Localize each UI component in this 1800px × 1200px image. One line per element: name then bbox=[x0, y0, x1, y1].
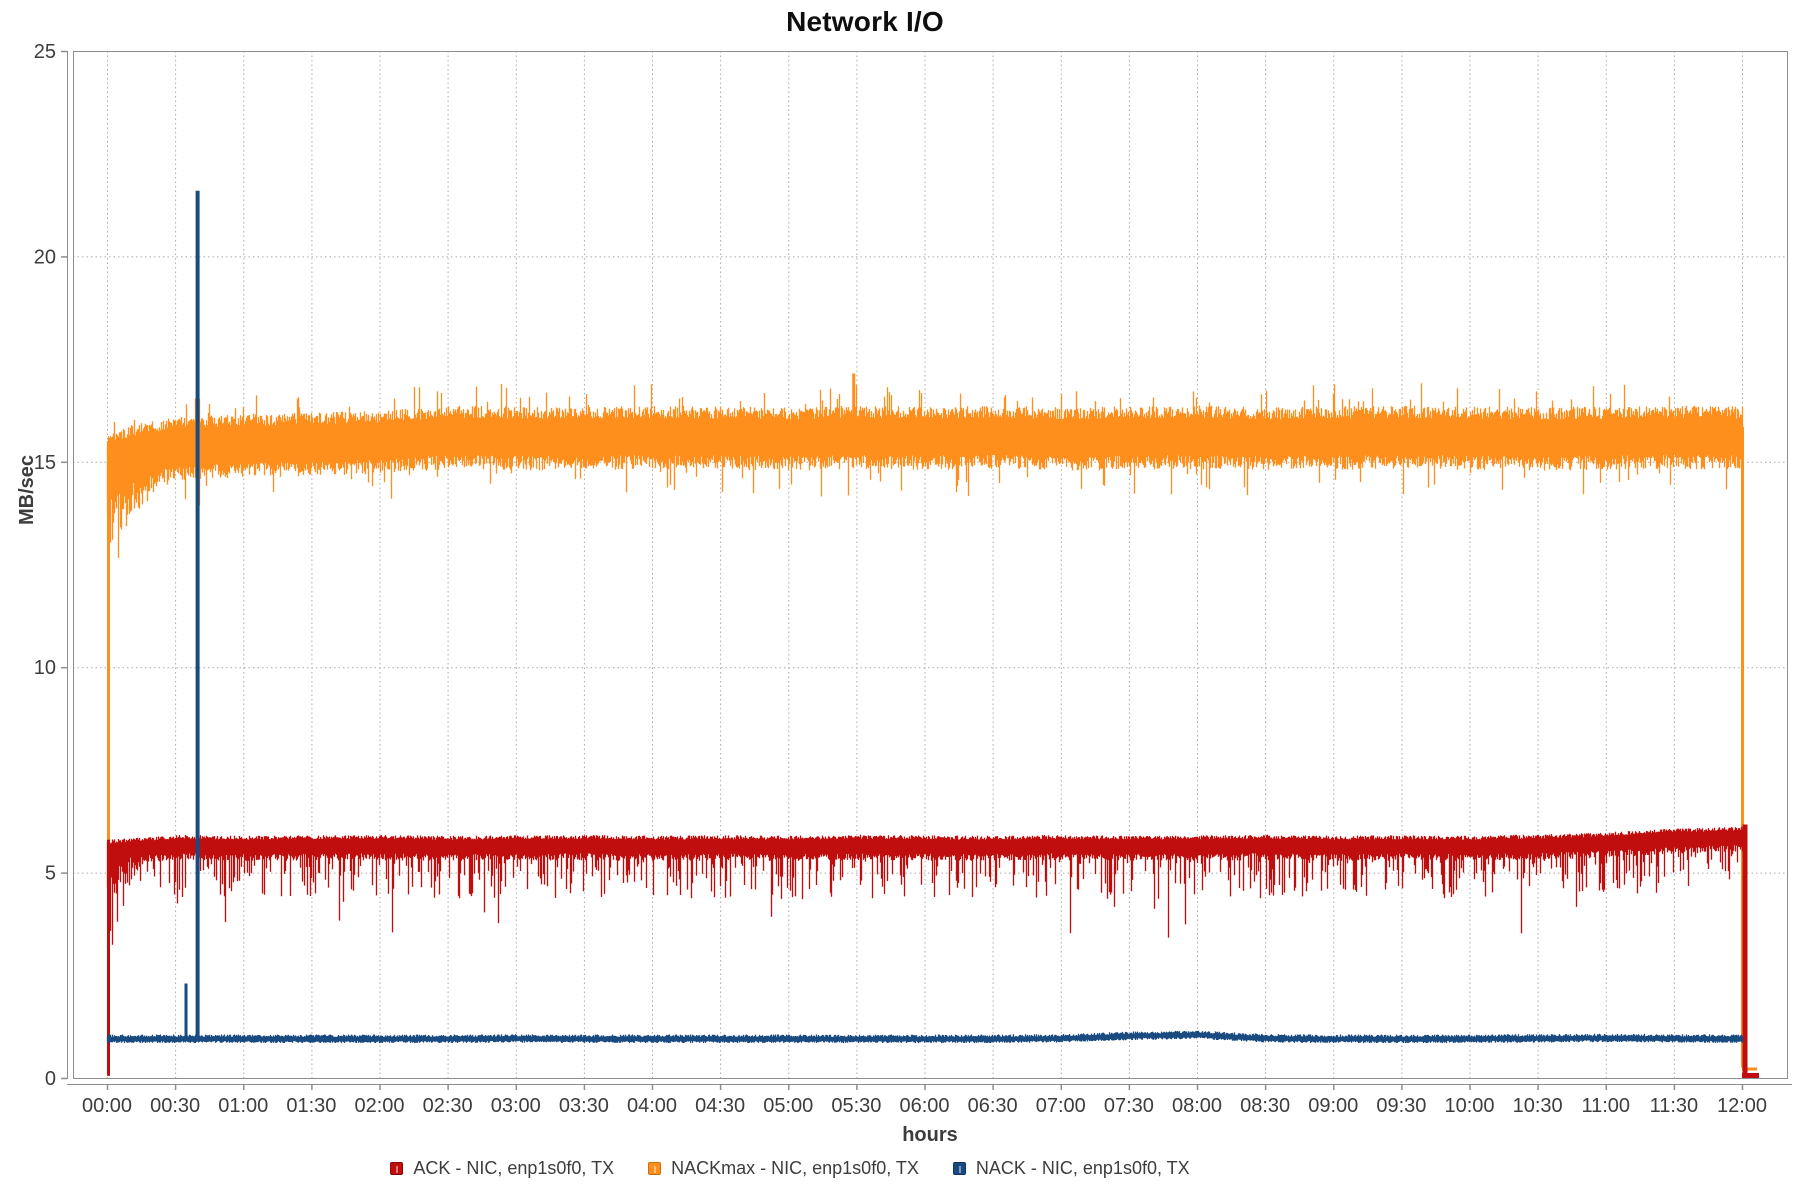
legend-swatch-nackmax bbox=[648, 1162, 662, 1175]
x-tick-label: 05:30 bbox=[831, 1095, 881, 1117]
x-tick-label: 10:30 bbox=[1513, 1095, 1563, 1117]
x-tick-label: 07:30 bbox=[1104, 1095, 1154, 1117]
x-tick-label: 12:00 bbox=[1717, 1095, 1767, 1117]
x-tick-label: 07:00 bbox=[1036, 1095, 1086, 1117]
x-tick-label: 00:00 bbox=[82, 1095, 132, 1117]
y-tick-label: 15 bbox=[34, 452, 56, 474]
x-tick-label: 09:00 bbox=[1308, 1095, 1358, 1117]
x-tick-label: 08:00 bbox=[1172, 1095, 1222, 1117]
legend-item-nackmax: NACKmax - NIC, enp1s0f0, TX bbox=[648, 1158, 919, 1179]
series-ack bbox=[106, 824, 1759, 1078]
x-tick-label: 06:30 bbox=[968, 1095, 1018, 1117]
x-axis-title: hours bbox=[902, 1124, 958, 1146]
x-tick-label: 04:30 bbox=[695, 1095, 745, 1117]
x-tick-label: 09:30 bbox=[1376, 1095, 1426, 1117]
y-tick-label: 10 bbox=[34, 657, 56, 679]
x-tick-label: 01:30 bbox=[286, 1095, 336, 1117]
legend: ACK - NIC, enp1s0f0, TX NACKmax - NIC, en… bbox=[0, 1158, 1580, 1179]
x-tick-label: 06:00 bbox=[899, 1095, 949, 1117]
legend-swatch-ack bbox=[390, 1162, 404, 1175]
x-tick-label: 05:00 bbox=[763, 1095, 813, 1117]
plot-area: 0 5 10 15 20 25 00:00 00:30 01:00 01:30 02:00 02:30… bbox=[34, 41, 1792, 1117]
x-tick-label: 04:00 bbox=[627, 1095, 677, 1117]
x-tick-label: 11:00 bbox=[1581, 1095, 1630, 1117]
x-tick-label: 10:00 bbox=[1444, 1095, 1494, 1117]
chart-title: Network I/O bbox=[786, 6, 944, 37]
x-tick-label: 03:00 bbox=[491, 1095, 541, 1117]
x-tick-label: 11:30 bbox=[1650, 1095, 1699, 1117]
x-tick-label: 08:30 bbox=[1240, 1095, 1290, 1117]
legend-label-ack: ACK - NIC, enp1s0f0, TX bbox=[413, 1158, 615, 1178]
x-tick-label: 03:30 bbox=[559, 1095, 609, 1117]
legend-item-ack: ACK - NIC, enp1s0f0, TX bbox=[390, 1158, 614, 1179]
y-tick-label: 25 bbox=[34, 41, 56, 63]
x-tick-label: 02:00 bbox=[354, 1095, 404, 1117]
legend-label-nackmax: NACKmax - NIC, enp1s0f0, TX bbox=[671, 1158, 919, 1178]
series-band-ack bbox=[106, 826, 1744, 945]
y-tick-label: 5 bbox=[45, 863, 56, 885]
series-end-edge-ack bbox=[1742, 824, 1759, 1078]
x-tick-label: 00:30 bbox=[150, 1095, 200, 1117]
legend-swatch-nack bbox=[952, 1162, 966, 1175]
plot-frame bbox=[73, 51, 1788, 1079]
series-nackmax bbox=[106, 373, 1757, 1071]
legend-label-nack: NACK - NIC, enp1s0f0, TX bbox=[975, 1158, 1190, 1178]
legend-item-nack: NACK - NIC, enp1s0f0, TX bbox=[952, 1158, 1190, 1179]
y-tick-label: 20 bbox=[34, 246, 56, 268]
x-tick-label: 01:00 bbox=[218, 1095, 268, 1117]
x-tick-label: 02:30 bbox=[423, 1095, 473, 1117]
series-nack bbox=[106, 190, 1744, 1044]
y-tick-label: 0 bbox=[45, 1068, 56, 1090]
series-band-nack bbox=[106, 1030, 1744, 1044]
